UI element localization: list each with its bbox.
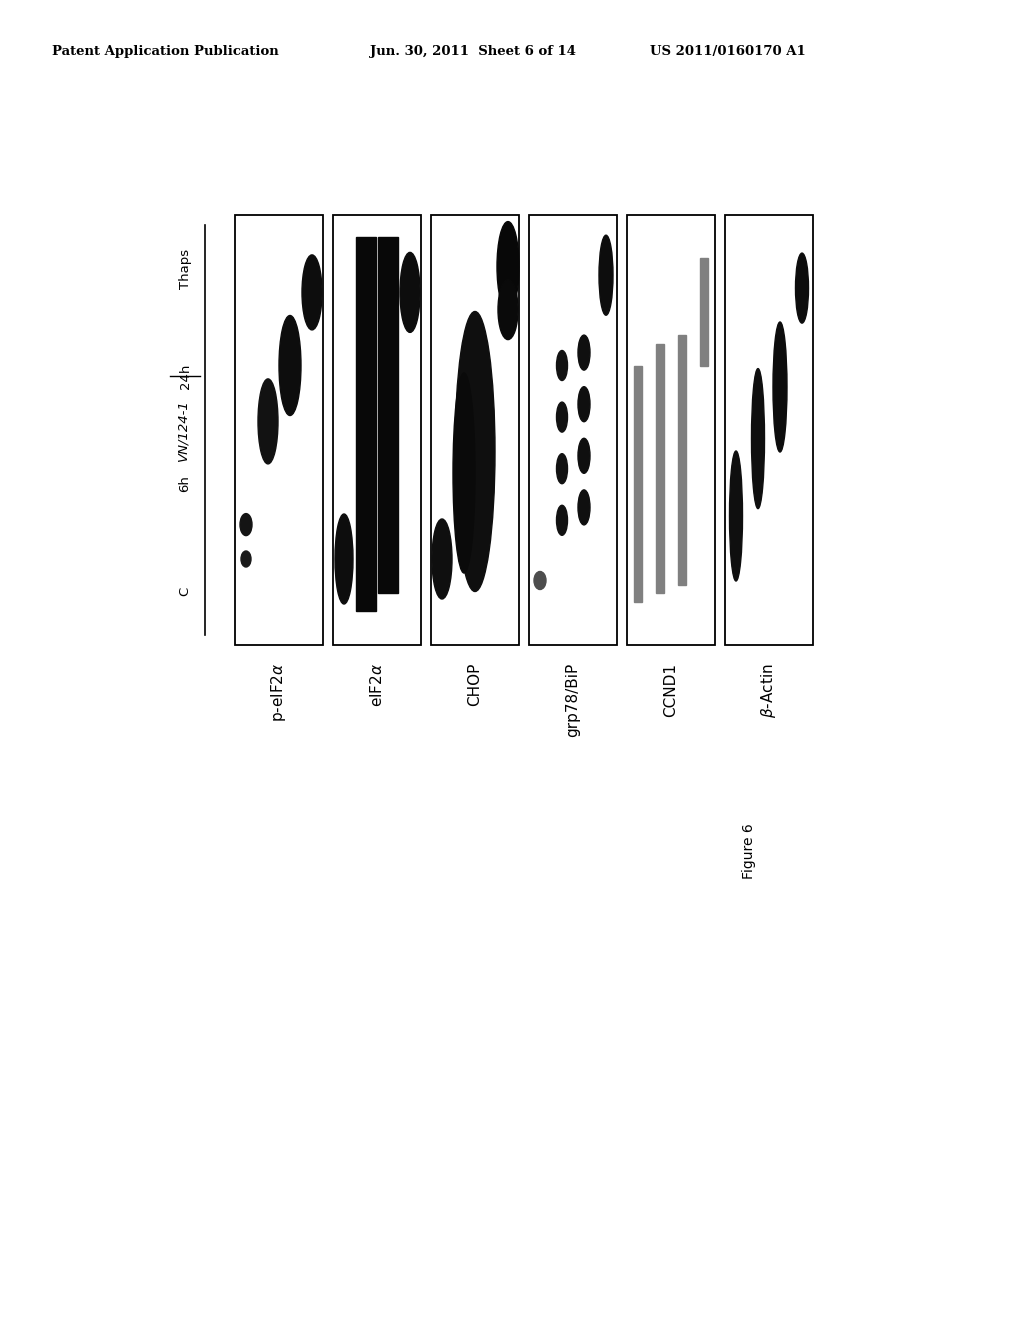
Bar (378, 236, 398, 594)
Text: Jun. 30, 2011  Sheet 6 of 14: Jun. 30, 2011 Sheet 6 of 14 (370, 45, 575, 58)
Bar (656, 345, 664, 594)
Ellipse shape (796, 253, 809, 323)
Bar (529, 215, 617, 645)
Ellipse shape (556, 351, 567, 380)
Ellipse shape (534, 572, 546, 590)
Bar (627, 215, 715, 645)
Ellipse shape (258, 379, 278, 463)
Text: VN/124-1: VN/124-1 (176, 399, 189, 461)
Ellipse shape (599, 235, 613, 315)
Ellipse shape (497, 222, 519, 312)
Ellipse shape (578, 490, 590, 525)
Ellipse shape (578, 387, 590, 421)
Text: CHOP: CHOP (468, 663, 482, 706)
Text: Thaps: Thaps (178, 248, 191, 289)
Ellipse shape (302, 255, 322, 330)
Bar (234, 215, 323, 645)
Ellipse shape (556, 506, 567, 536)
Bar (356, 236, 376, 611)
Ellipse shape (335, 513, 353, 605)
Bar (431, 215, 519, 645)
Ellipse shape (400, 252, 420, 333)
Ellipse shape (752, 368, 765, 508)
Ellipse shape (432, 519, 452, 599)
Ellipse shape (455, 312, 495, 591)
Ellipse shape (498, 280, 518, 339)
Ellipse shape (240, 513, 252, 536)
Text: US 2011/0160170 A1: US 2011/0160170 A1 (650, 45, 806, 58)
Ellipse shape (241, 550, 251, 568)
Ellipse shape (578, 438, 590, 474)
Bar (700, 257, 708, 366)
Ellipse shape (279, 315, 301, 416)
Ellipse shape (556, 454, 567, 483)
Text: Figure 6: Figure 6 (742, 822, 756, 879)
Bar (725, 215, 813, 645)
Bar (333, 215, 421, 645)
Ellipse shape (578, 335, 590, 370)
Ellipse shape (729, 451, 742, 581)
Text: 24h: 24h (178, 363, 191, 389)
Text: CCND1: CCND1 (664, 663, 679, 717)
Ellipse shape (453, 374, 475, 573)
Text: grp78/BiP: grp78/BiP (565, 663, 581, 738)
Ellipse shape (556, 403, 567, 432)
Text: eIF2$\alpha$: eIF2$\alpha$ (369, 663, 385, 708)
Bar (678, 335, 686, 585)
Text: 6h: 6h (178, 475, 191, 492)
Text: p-eIF2$\alpha$: p-eIF2$\alpha$ (269, 663, 289, 722)
Text: Patent Application Publication: Patent Application Publication (52, 45, 279, 58)
Ellipse shape (773, 322, 787, 451)
Bar (634, 366, 642, 602)
Text: C: C (178, 586, 191, 595)
Text: $\beta$-Actin: $\beta$-Actin (760, 663, 778, 718)
